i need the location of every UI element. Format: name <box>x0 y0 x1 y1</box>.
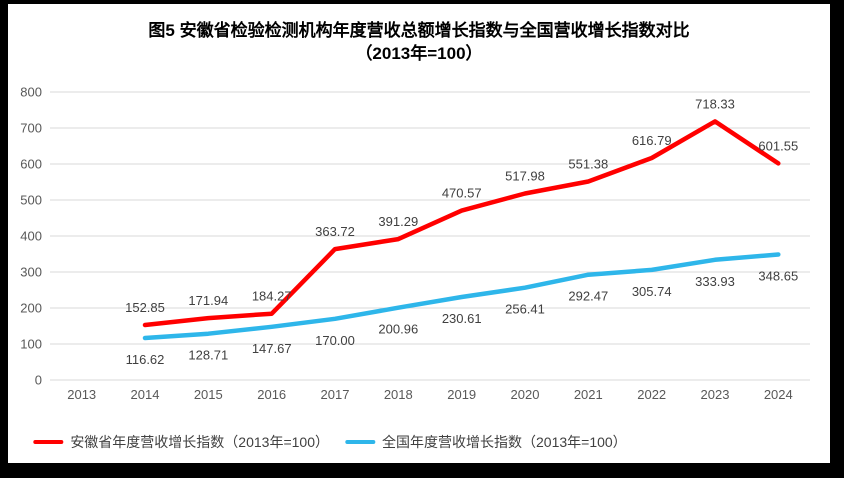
legend-swatch-anhui-icon <box>33 440 64 444</box>
chart-title-line1: 图5 安徽省检验检测机构年度营收总额增长指数与全国营收增长指数对比 <box>148 21 690 40</box>
chart-title: 图5 安徽省检验检测机构年度营收总额增长指数与全国营收增长指数对比 （2013年… <box>8 19 830 65</box>
chart-legend: 安徽省年度营收增长指数（2013年=100） 全国年度营收增长指数（2013年=… <box>33 432 627 452</box>
legend-item-anhui: 安徽省年度营收增长指数（2013年=100） <box>33 432 329 452</box>
chart-title-line2: （2013年=100） <box>355 44 483 63</box>
chart-frame: 图5 安徽省检验检测机构年度营收总额增长指数与全国营收增长指数对比 （2013年… <box>8 4 830 463</box>
legend-label-national: 全国年度营收增长指数（2013年=100） <box>382 434 627 450</box>
legend-label-anhui: 安徽省年度营收增长指数（2013年=100） <box>70 434 329 450</box>
legend-swatch-national-icon <box>345 440 375 444</box>
legend-item-national: 全国年度营收增长指数（2013年=100） <box>345 432 627 452</box>
